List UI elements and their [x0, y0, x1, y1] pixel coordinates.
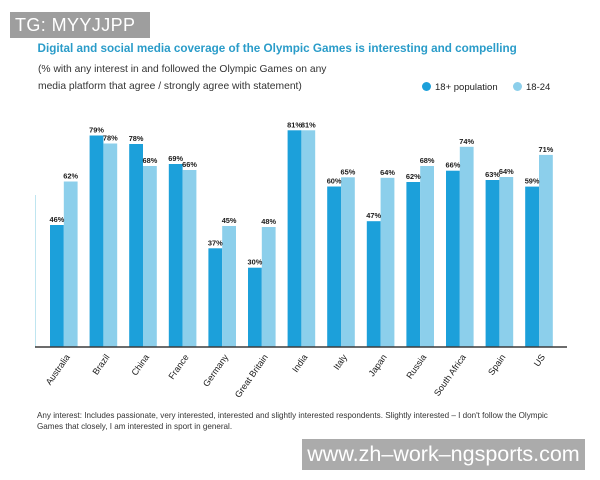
- svg-text:62%: 62%: [406, 172, 421, 181]
- svg-text:Russia: Russia: [404, 352, 428, 380]
- svg-text:65%: 65%: [341, 167, 356, 176]
- svg-text:Great Britain: Great Britain: [233, 352, 270, 399]
- svg-text:64%: 64%: [380, 168, 395, 177]
- svg-text:60%: 60%: [327, 177, 342, 186]
- svg-text:64%: 64%: [499, 167, 514, 176]
- svg-text:India: India: [290, 352, 309, 374]
- svg-text:79%: 79%: [89, 126, 104, 135]
- svg-text:47%: 47%: [366, 211, 381, 220]
- svg-text:South Africa: South Africa: [432, 352, 468, 397]
- svg-text:69%: 69%: [168, 154, 183, 163]
- svg-text:62%: 62%: [63, 172, 78, 181]
- svg-text:Germany: Germany: [201, 352, 231, 388]
- svg-text:Italy: Italy: [331, 352, 349, 372]
- svg-text:China: China: [129, 352, 151, 377]
- svg-text:45%: 45%: [222, 216, 237, 225]
- svg-text:78%: 78%: [129, 134, 144, 143]
- svg-text:Japan: Japan: [366, 352, 388, 378]
- svg-text:30%: 30%: [248, 258, 263, 267]
- svg-text:46%: 46%: [50, 215, 65, 224]
- svg-text:Brazil: Brazil: [90, 352, 111, 376]
- svg-text:66%: 66%: [446, 161, 461, 170]
- svg-text:US: US: [532, 352, 547, 368]
- svg-text:48%: 48%: [261, 217, 276, 226]
- svg-text:France: France: [166, 352, 190, 381]
- svg-text:68%: 68%: [420, 156, 435, 165]
- svg-text:68%: 68%: [143, 156, 158, 165]
- svg-text:59%: 59%: [525, 177, 540, 186]
- svg-text:81%: 81%: [301, 120, 316, 129]
- svg-text:63%: 63%: [485, 170, 500, 179]
- svg-text:81%: 81%: [287, 120, 302, 129]
- svg-text:74%: 74%: [459, 137, 474, 146]
- svg-text:66%: 66%: [182, 160, 197, 169]
- svg-text:Spain: Spain: [486, 352, 507, 377]
- svg-text:Australia: Australia: [44, 352, 72, 386]
- svg-text:71%: 71%: [539, 145, 554, 154]
- svg-text:78%: 78%: [103, 134, 118, 143]
- svg-text:37%: 37%: [208, 238, 223, 247]
